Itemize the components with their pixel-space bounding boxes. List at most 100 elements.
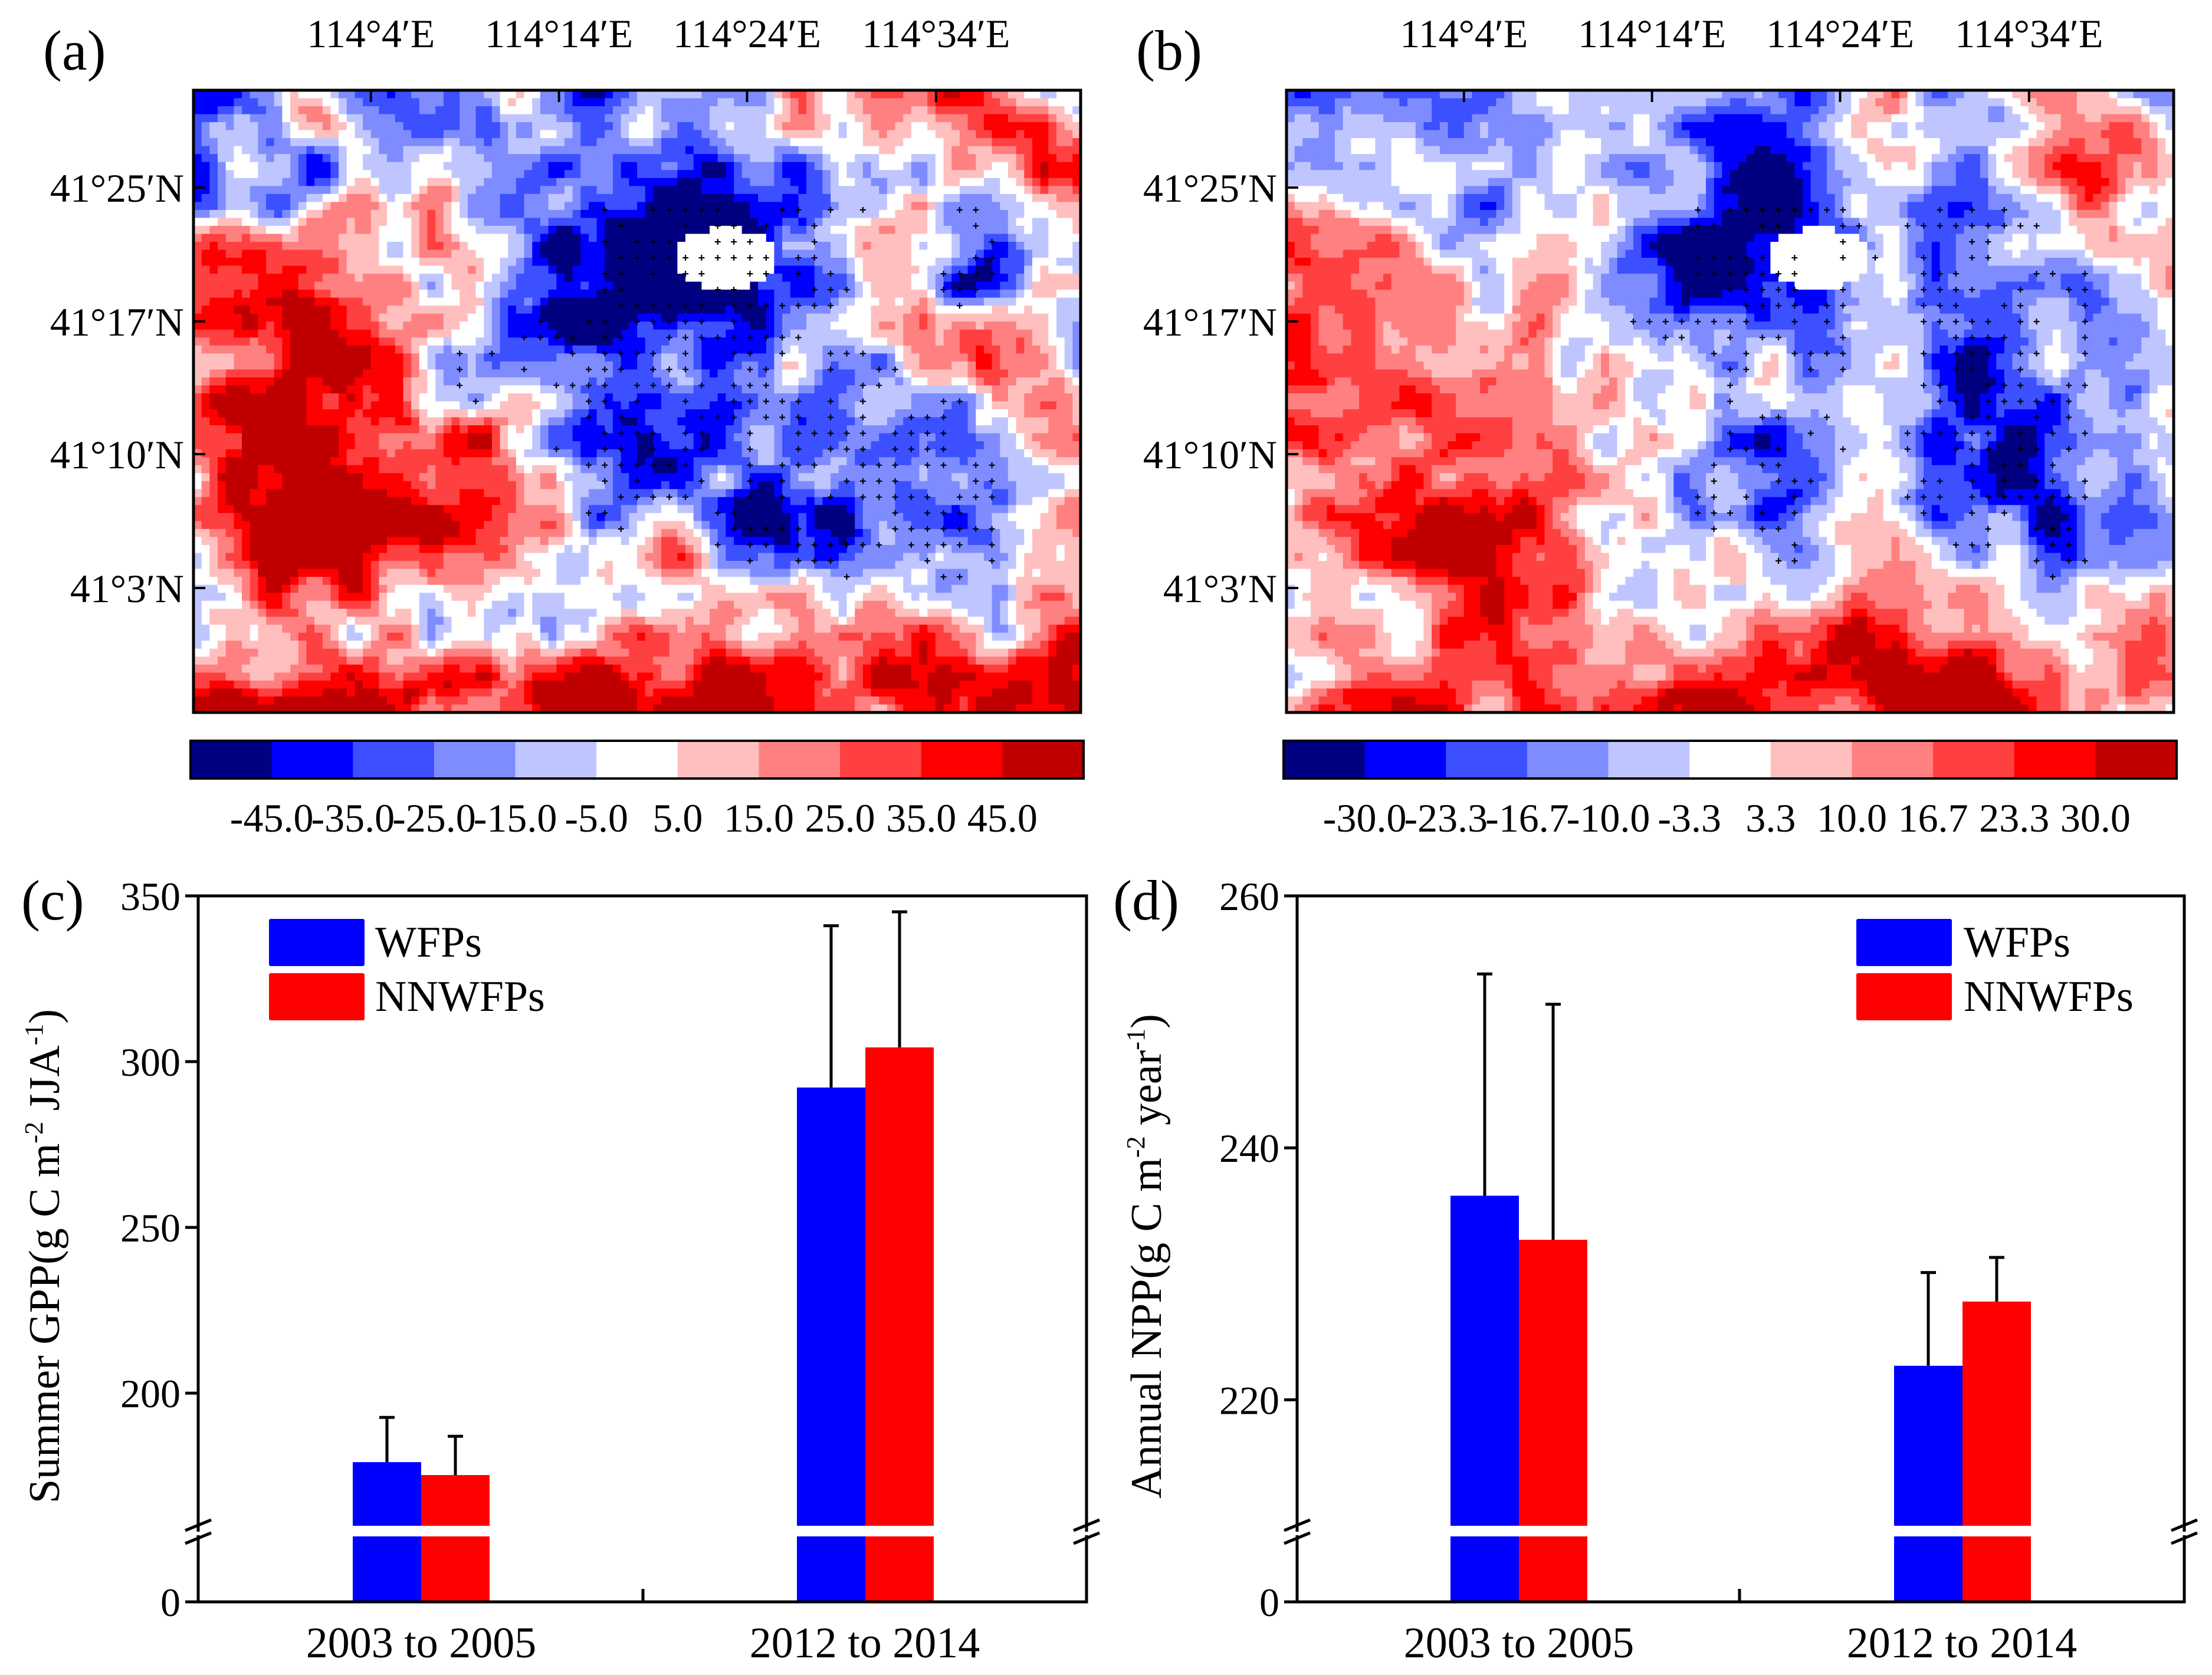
field-cell xyxy=(298,234,307,242)
field-cell xyxy=(508,242,517,251)
field-cell xyxy=(1007,98,1017,107)
field-cell xyxy=(411,337,420,346)
field-cell xyxy=(645,425,654,434)
field-cell xyxy=(508,98,517,107)
field-cell xyxy=(403,225,412,235)
field-cell xyxy=(1056,98,1065,107)
field-cell xyxy=(653,329,662,339)
field-cell xyxy=(726,218,734,226)
field-cell xyxy=(572,258,582,267)
field-cell xyxy=(943,193,953,203)
field-cell xyxy=(645,377,654,386)
field-cell xyxy=(911,393,920,402)
field-cell xyxy=(750,441,759,450)
field-cell xyxy=(548,202,557,211)
field-cell xyxy=(838,417,848,426)
field-cell xyxy=(467,218,477,226)
field-cell xyxy=(266,90,275,99)
field-cell xyxy=(524,138,533,147)
field-cell xyxy=(524,154,533,163)
field-cell xyxy=(564,329,573,339)
field-cell xyxy=(846,377,855,386)
field-cell xyxy=(661,242,670,251)
field-cell xyxy=(831,369,839,378)
field-cell xyxy=(274,345,283,354)
field-cell xyxy=(225,242,235,251)
field-cell xyxy=(1000,234,1009,242)
field-cell xyxy=(717,290,727,298)
field-cell xyxy=(1007,337,1017,346)
field-cell xyxy=(741,281,751,290)
field-cell xyxy=(564,106,573,115)
field-cell xyxy=(322,106,332,115)
field-cell xyxy=(540,218,549,226)
field-cell xyxy=(193,122,202,131)
field-cell xyxy=(346,258,356,267)
field-cell xyxy=(419,353,428,362)
field-cell xyxy=(959,122,969,131)
field-cell xyxy=(451,193,460,203)
field-cell xyxy=(831,193,839,203)
field-cell xyxy=(911,218,920,226)
field-cell xyxy=(460,146,468,155)
field-cell xyxy=(363,401,372,410)
field-cell xyxy=(935,202,944,211)
field-cell xyxy=(500,321,509,330)
field-cell xyxy=(927,385,936,394)
field-cell xyxy=(895,313,904,322)
field-cell xyxy=(419,274,428,283)
field-cell xyxy=(838,385,848,394)
field-cell xyxy=(258,385,267,394)
field-cell xyxy=(798,425,807,434)
field-cell xyxy=(1048,202,1057,211)
field-cell xyxy=(589,306,598,314)
field-cell xyxy=(475,449,484,458)
field-cell xyxy=(710,122,718,131)
field-cell xyxy=(838,306,848,314)
field-cell xyxy=(379,258,388,267)
field-cell xyxy=(258,170,267,179)
field-cell xyxy=(927,313,936,322)
field-cell xyxy=(911,313,920,322)
field-cell xyxy=(596,329,606,339)
field-cell xyxy=(822,130,831,139)
field-cell xyxy=(306,329,315,339)
field-cell xyxy=(750,114,759,123)
field-cell xyxy=(895,170,904,179)
field-cell xyxy=(685,122,694,131)
field-cell xyxy=(314,202,323,211)
field-cell xyxy=(976,202,984,211)
field-cell xyxy=(685,361,694,370)
field-cell xyxy=(919,186,928,195)
field-cell xyxy=(258,274,267,283)
field-cell xyxy=(314,393,323,402)
field-cell xyxy=(919,377,928,386)
field-cell xyxy=(637,297,646,306)
field-cell xyxy=(419,225,428,235)
field-cell xyxy=(484,202,493,211)
field-cell xyxy=(572,249,582,258)
field-cell xyxy=(782,361,791,370)
field-cell xyxy=(491,98,501,107)
field-cell xyxy=(653,369,662,378)
field-cell xyxy=(467,313,477,322)
field-cell xyxy=(314,441,323,450)
field-cell xyxy=(935,114,944,123)
field-cell xyxy=(935,361,944,370)
field-cell xyxy=(862,106,872,115)
field-cell xyxy=(314,98,323,107)
field-cell xyxy=(443,449,452,458)
field-cell xyxy=(951,98,960,107)
field-cell xyxy=(710,274,718,283)
field-cell xyxy=(556,193,565,203)
field-cell xyxy=(451,369,460,378)
field-cell xyxy=(218,369,227,378)
field-cell xyxy=(1072,401,1081,410)
field-cell xyxy=(806,114,815,123)
field-cell xyxy=(879,377,888,386)
field-cell xyxy=(250,242,259,251)
field-cell xyxy=(605,90,613,99)
field-cell xyxy=(467,321,477,330)
field-cell xyxy=(201,401,211,410)
field-cell xyxy=(290,353,299,362)
